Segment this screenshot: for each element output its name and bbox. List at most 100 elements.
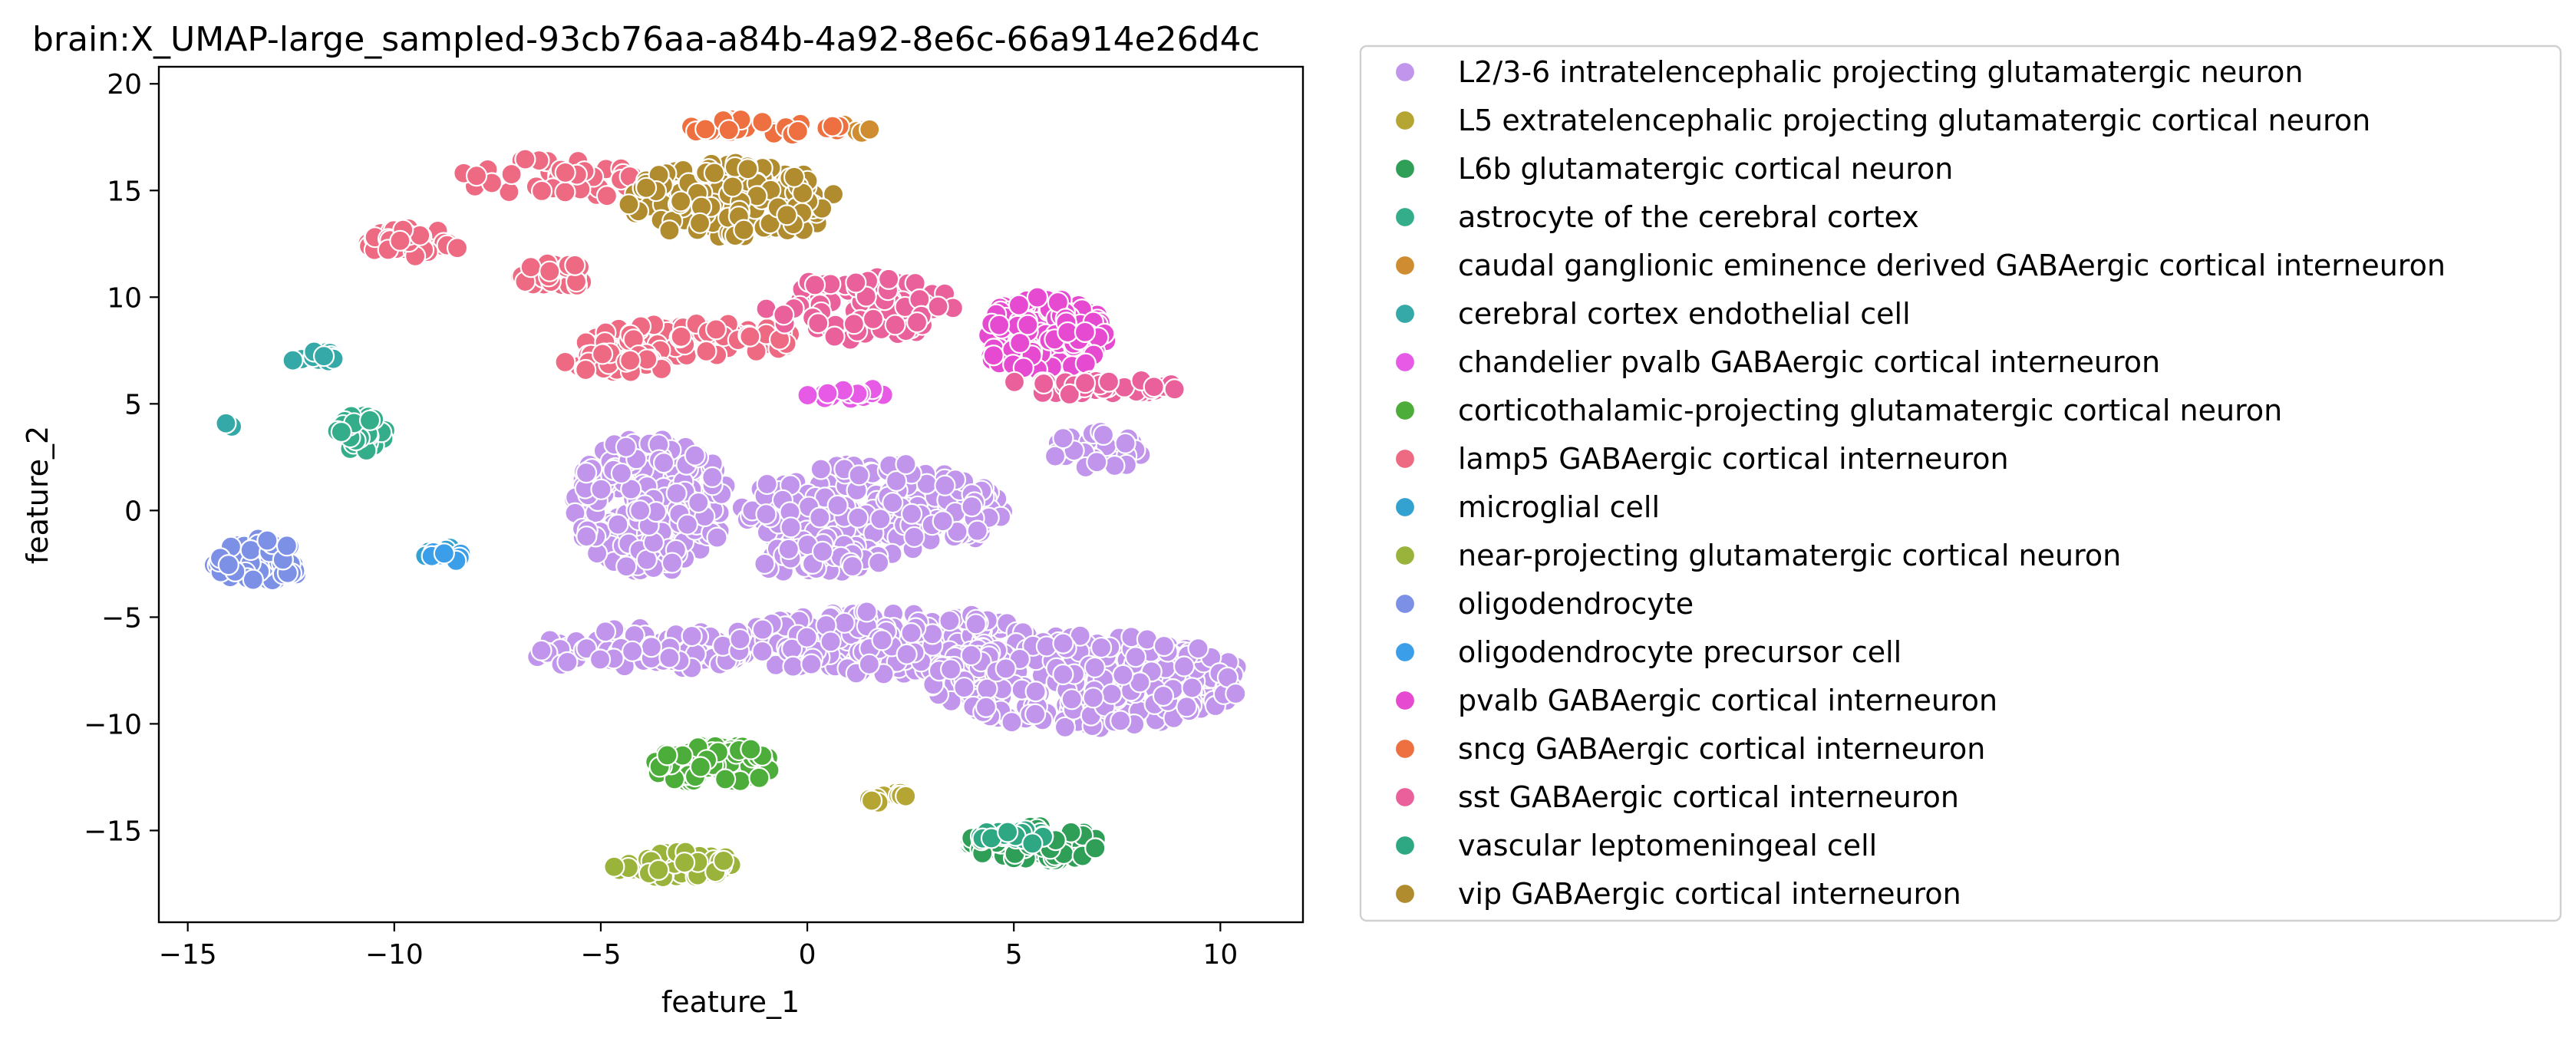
data-point (554, 161, 576, 184)
legend-label: pvalb GABAergic cortical interneuron (1458, 684, 1997, 717)
data-point (811, 540, 834, 562)
legend-label: sst GABAergic cortical interneuron (1458, 780, 1959, 814)
legend-marker (1394, 641, 1417, 664)
data-point (446, 237, 469, 259)
data-point (670, 190, 692, 213)
data-point (635, 176, 658, 199)
data-point (797, 384, 819, 407)
data-point (905, 311, 928, 334)
data-point (275, 535, 298, 557)
series-14 (680, 108, 850, 146)
data-point (684, 444, 706, 466)
data-point (589, 648, 612, 671)
data-point (903, 526, 925, 549)
y-tick-label: 15 (107, 176, 142, 207)
data-point (895, 453, 917, 476)
data-point (1152, 684, 1175, 707)
data-point (554, 181, 576, 203)
data-point (312, 345, 335, 368)
data-point (689, 756, 711, 778)
data-point (712, 849, 735, 872)
data-point (756, 473, 778, 496)
data-point (676, 513, 698, 536)
data-point (938, 609, 961, 632)
data-point (1021, 832, 1044, 855)
data-point (934, 474, 956, 496)
data-point (717, 119, 740, 141)
data-point (994, 658, 1017, 680)
data-point (688, 212, 711, 234)
data-point (869, 508, 892, 530)
data-point (1173, 655, 1196, 677)
data-point (519, 256, 542, 279)
data-point (721, 176, 744, 198)
data-point (652, 452, 675, 474)
data-point (1074, 321, 1097, 343)
legend-marker (1394, 737, 1417, 760)
data-point (1054, 716, 1077, 738)
series-7 (645, 734, 780, 793)
data-point (1181, 677, 1203, 699)
legend-marker (1394, 254, 1417, 277)
data-point (615, 436, 638, 458)
data-point (591, 343, 614, 365)
data-point (618, 193, 640, 216)
y-tick-label: 10 (107, 282, 142, 314)
data-point (1044, 445, 1067, 467)
scatter-points (203, 108, 1248, 888)
data-point (748, 766, 770, 789)
legend-label: sncg GABAergic cortical interneuron (1458, 732, 1985, 766)
data-point (843, 313, 865, 335)
data-point (1114, 432, 1136, 454)
data-point (1009, 331, 1031, 354)
x-tick-label: −5 (580, 939, 621, 971)
data-point (751, 618, 773, 641)
data-point (860, 790, 883, 812)
data-point (658, 219, 681, 242)
y-axis-label: feature_2 (21, 426, 54, 564)
data-point (975, 696, 998, 718)
data-point (615, 555, 638, 578)
legend: L2/3-6 intratelencephalic projecting glu… (1359, 45, 2562, 922)
data-point (619, 349, 642, 371)
series-11 (203, 528, 308, 592)
legend-label: vip GABAergic cortical interneuron (1458, 877, 1961, 911)
x-axis-label: feature_1 (661, 985, 800, 1019)
data-point (833, 612, 856, 634)
data-point (773, 304, 795, 326)
data-point (737, 158, 759, 180)
data-point (800, 653, 823, 675)
legend-label: cerebral cortex endothelial cell (1458, 297, 1911, 331)
data-point (1008, 294, 1031, 316)
legend-marker (1394, 786, 1417, 809)
data-point (739, 325, 761, 348)
data-point (1052, 663, 1074, 686)
x-tick-label: 10 (1202, 939, 1238, 971)
legend-label: near-projecting glutamatergic cortical n… (1458, 539, 2121, 572)
data-point (1110, 710, 1132, 732)
data-point (751, 111, 773, 134)
series-12 (421, 541, 472, 572)
series-15 (755, 266, 1186, 406)
data-point (665, 482, 688, 505)
chart-title: brain:X_UMAP-large_sampled-93cb76aa-a84b… (32, 20, 1260, 59)
data-point (576, 526, 598, 548)
data-point (932, 510, 954, 532)
plot-frame (157, 65, 1304, 924)
legend-marker (1394, 399, 1417, 422)
data-point (754, 552, 776, 575)
legend-marker (1394, 109, 1417, 132)
data-point (856, 601, 878, 623)
series-8 (357, 148, 801, 383)
data-point (1092, 424, 1115, 446)
data-point (1003, 371, 1026, 393)
data-point (845, 272, 867, 294)
data-point (556, 651, 579, 674)
data-point (796, 626, 818, 648)
series-5 (215, 341, 345, 438)
data-point (982, 344, 1004, 367)
data-point (1033, 372, 1055, 395)
legend-marker (1394, 592, 1417, 615)
data-point (1163, 378, 1186, 401)
y-tick-label: 20 (107, 69, 142, 101)
